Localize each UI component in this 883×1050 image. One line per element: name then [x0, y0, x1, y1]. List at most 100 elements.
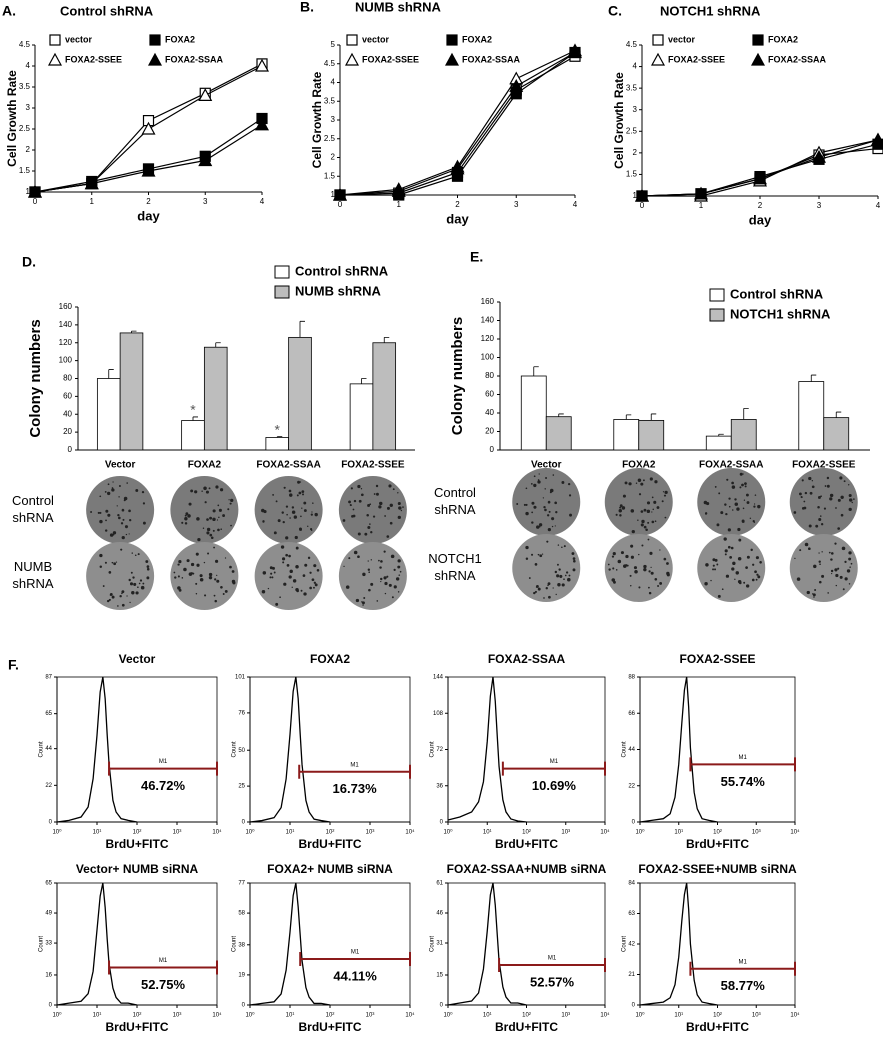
colony [612, 567, 615, 570]
colony [270, 572, 273, 575]
colony [618, 509, 622, 513]
y-axis-label: Count [39, 936, 45, 952]
y-tick-label: 22 [45, 783, 52, 789]
colony [118, 516, 121, 520]
colony [525, 545, 529, 550]
colony [727, 528, 731, 532]
row-label: Control shRNA [434, 485, 476, 517]
colony [645, 528, 648, 532]
colony [177, 575, 180, 578]
colony [651, 520, 655, 524]
y-tick-label: 80 [485, 371, 494, 380]
colony [731, 481, 734, 485]
chart-title: NUMB shRNA [355, 0, 442, 14]
colony [207, 552, 210, 555]
colony [622, 494, 626, 498]
x-tick-label: 10³ [173, 1013, 182, 1019]
percentage: 52.57% [530, 974, 575, 989]
x-tick-label: 10⁴ [600, 829, 610, 836]
colony [533, 591, 536, 595]
colony [199, 578, 204, 582]
colony [314, 583, 318, 587]
gate-label: M1 [550, 759, 559, 765]
colony [105, 519, 107, 522]
data-point [198, 88, 213, 101]
colony [286, 513, 288, 516]
y-tick-label: 0 [440, 1003, 444, 1009]
gate-label: M1 [548, 956, 557, 962]
colony [368, 571, 370, 574]
row-label: NUMB shRNA [12, 559, 54, 591]
colony [109, 593, 113, 596]
colony [827, 592, 829, 594]
colony [196, 563, 200, 567]
legend-label: FOXA2-SSAA [768, 54, 827, 64]
row-label-line: shRNA [434, 568, 476, 583]
gate-label: M1 [351, 950, 360, 956]
colony [728, 505, 731, 508]
colony [105, 509, 109, 513]
colony [729, 556, 733, 559]
data-point [254, 117, 270, 131]
colony [350, 487, 353, 490]
colony-dish [170, 476, 239, 544]
colony [353, 499, 357, 503]
colony [630, 555, 634, 559]
colony [272, 494, 275, 496]
colony [818, 496, 821, 499]
x-axis-label: BrdU+FITC [686, 837, 749, 851]
colony [202, 527, 205, 529]
x-tick-label: 10⁰ [52, 1012, 62, 1019]
colony [539, 554, 543, 558]
chart-title: FOXA2-SSEE [679, 652, 755, 666]
gate [689, 961, 796, 976]
colony [188, 502, 192, 506]
colony [834, 542, 837, 545]
chart-title: Control shRNA [60, 3, 154, 18]
colony [397, 501, 401, 506]
colony [829, 493, 834, 498]
colony [543, 597, 545, 599]
colony [611, 555, 615, 558]
colony [399, 570, 402, 573]
colony [369, 523, 371, 525]
colony [818, 517, 822, 521]
colony [97, 511, 100, 514]
histogram-curve [56, 882, 138, 1006]
panel-label: D. [22, 254, 36, 270]
colony [530, 483, 533, 485]
colony [619, 506, 622, 509]
data-point [811, 149, 827, 163]
y-tick-label: 4.5 [324, 59, 336, 68]
x-tick-label: 10¹ [674, 1013, 683, 1019]
colony [754, 570, 757, 574]
legend-swatch [274, 285, 290, 299]
bar [798, 381, 825, 451]
colony [717, 594, 721, 598]
colony [703, 500, 708, 505]
colony [759, 561, 762, 564]
colony [99, 565, 103, 568]
colony [303, 592, 307, 596]
y-axis-label: Count [39, 741, 45, 757]
colony [348, 557, 351, 560]
colony [558, 568, 561, 571]
y-tick-label: 42 [628, 942, 635, 948]
x-tick-label: 10³ [561, 830, 570, 836]
colony [185, 512, 189, 516]
colony [746, 555, 750, 559]
colony [617, 559, 622, 564]
gate-label: M1 [350, 762, 359, 768]
colony [839, 476, 843, 480]
histogram-curve [56, 676, 138, 823]
chart-title: FOXA2-SSAA [488, 652, 566, 666]
y-tick-label: 50 [238, 748, 245, 754]
y-tick-label: 77 [238, 881, 245, 887]
colony [557, 544, 560, 546]
colony [215, 559, 219, 563]
y-tick-label: 3.5 [324, 96, 336, 105]
colony [173, 571, 176, 574]
colony [116, 505, 118, 507]
data-point [141, 163, 156, 177]
colony [376, 600, 379, 602]
